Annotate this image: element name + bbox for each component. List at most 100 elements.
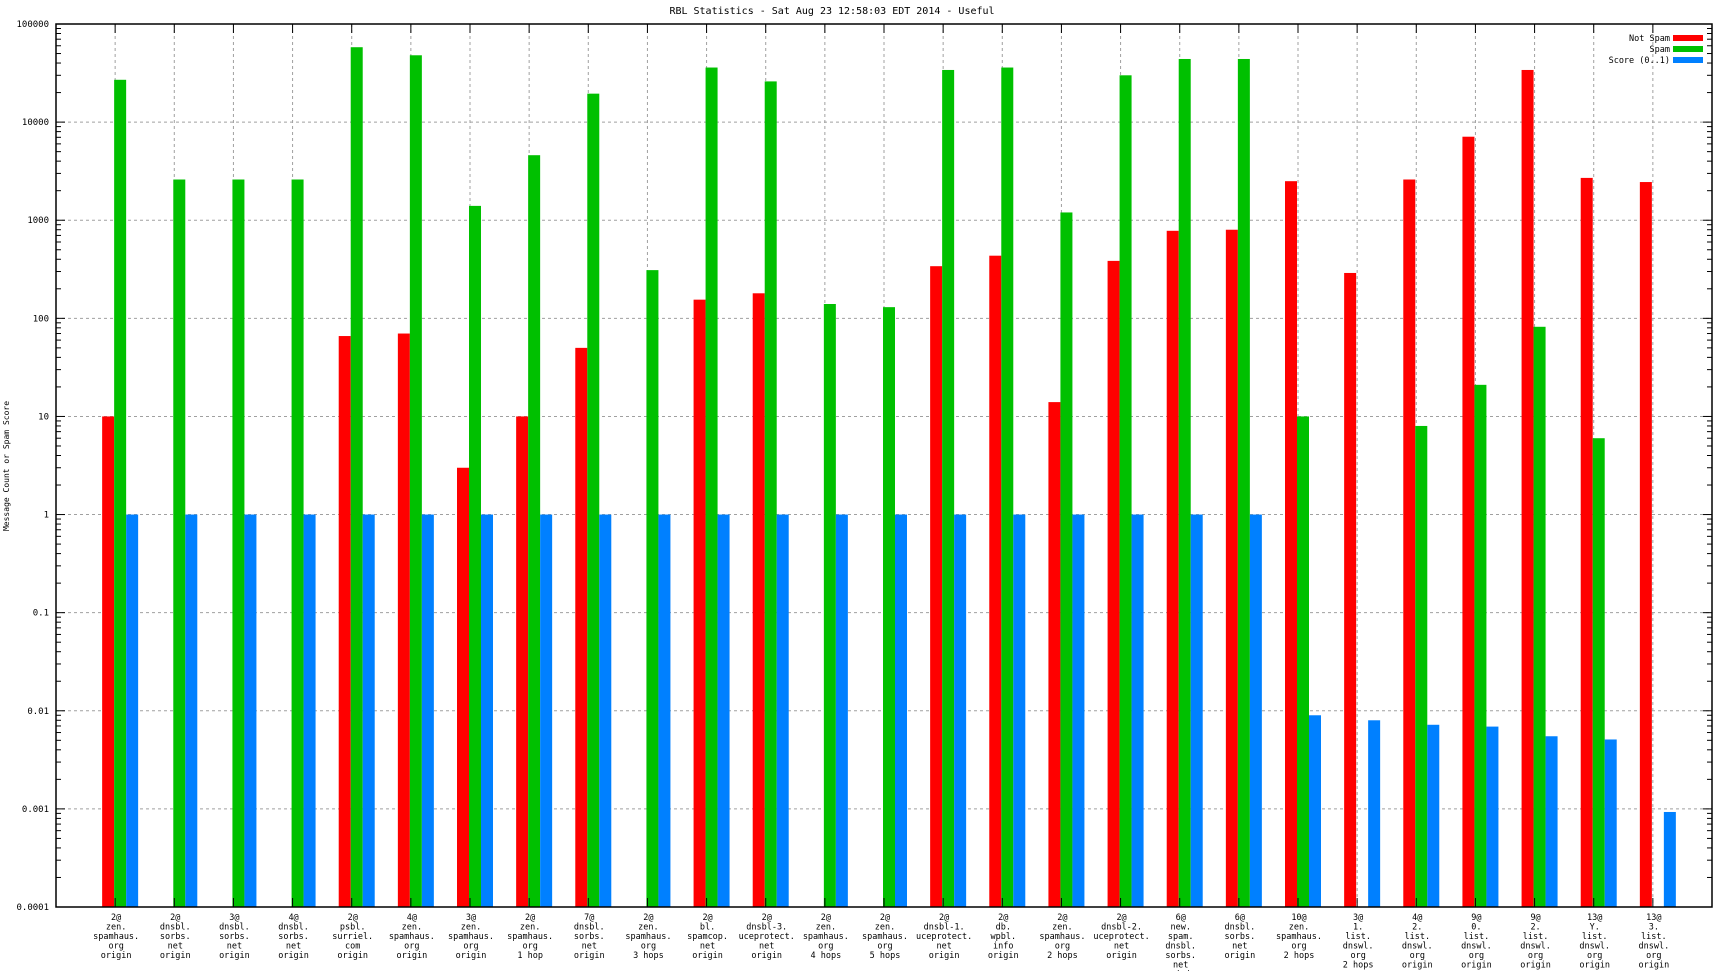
bar-spam-2: [232, 179, 245, 907]
x-tick-label: uceprotect.: [916, 932, 972, 942]
bar-spam-6: [469, 205, 481, 907]
x-tick-label: org: [463, 942, 478, 952]
legend-swatch: [1673, 46, 1703, 52]
y-tick-label: 10000: [22, 118, 49, 128]
y-tick-label: 0.1: [33, 609, 49, 619]
bar-score--19: [1249, 514, 1262, 907]
x-tick-label: 3 hops: [633, 951, 664, 961]
bar-score--26: [1663, 811, 1676, 907]
x-tick-label: spamhaus.: [389, 932, 435, 942]
x-tick-label: origin: [1579, 961, 1610, 971]
x-tick-label: psbl.: [340, 923, 366, 933]
bar-spam-1: [173, 179, 186, 907]
bar-score--7: [540, 514, 553, 907]
y-axis-label: Message Count or Spam Score: [2, 401, 11, 531]
x-tick-label: 2@: [821, 913, 831, 923]
x-tick-label: dnsbl.: [1165, 942, 1196, 952]
x-tick-label: list.: [1464, 932, 1490, 942]
bar-score--17: [1131, 514, 1144, 907]
x-tick-label: sorbs.: [278, 932, 309, 942]
bar-spam-19: [1237, 58, 1250, 907]
x-tick-label: sorbs.: [1224, 932, 1255, 942]
x-tick-label: 3.: [1649, 923, 1659, 933]
x-tick-label: spamhaus.: [803, 932, 849, 942]
x-tick-label: net: [227, 942, 242, 952]
x-tick-label: 2@: [939, 913, 949, 923]
x-tick-label: zen.: [461, 923, 481, 933]
x-tick-label: 13@: [1646, 913, 1661, 923]
x-tick-label: origin: [1520, 961, 1551, 971]
x-tick-label: com: [345, 942, 360, 952]
x-tick-label: 4@: [407, 913, 417, 923]
bar-not-spam-26: [1639, 182, 1652, 907]
x-tick-label: 2@: [702, 913, 712, 923]
x-tick-label: 2@: [111, 913, 121, 923]
bar-spam-20: [1297, 416, 1309, 907]
x-tick-label: dnsbl-1.: [924, 923, 965, 933]
x-tick-label: 6@: [1235, 913, 1245, 923]
x-tick-label: origin: [692, 951, 723, 961]
x-tick-label: dnswl.: [1461, 942, 1492, 952]
x-tick-label: 13@: [1587, 913, 1602, 923]
bar-spam-13: [883, 307, 895, 907]
x-tick-label: list.: [1523, 932, 1549, 942]
bar-spam-14: [942, 69, 955, 908]
x-tick-label: org: [1528, 951, 1543, 961]
x-tick-label: zen.: [520, 923, 540, 933]
y-tick-label: 10: [38, 412, 49, 422]
x-tick-label: 4@: [288, 913, 298, 923]
x-tick-label: net: [1114, 942, 1129, 952]
legend-label: Spam: [1650, 45, 1670, 55]
bar-score--0: [126, 514, 139, 907]
bar-not-spam-20: [1285, 181, 1297, 908]
y-tick-label: 100: [33, 314, 49, 324]
x-tick-label: origin: [1461, 961, 1492, 971]
x-tick-label: dnsbl-2.: [1101, 923, 1142, 933]
bar-score--3: [303, 514, 316, 907]
bar-not-spam-25: [1580, 177, 1593, 908]
x-tick-label: sorbs.: [1165, 951, 1196, 961]
x-tick-label: org: [404, 942, 419, 952]
bar-not-spam-14: [930, 266, 943, 907]
bar-not-spam-16: [1048, 402, 1061, 907]
bar-score--15: [1013, 514, 1026, 907]
x-tick-label: 1 hop: [517, 951, 543, 961]
y-tick-label: 0.001: [22, 805, 49, 815]
x-tick-label: org: [1646, 951, 1661, 961]
x-tick-label: 2@: [880, 913, 890, 923]
x-tick-label: spamhaus.: [507, 932, 553, 942]
x-tick-label: zen.: [1289, 923, 1309, 933]
bar-score--13: [895, 514, 907, 907]
bar-not-spam-23: [1462, 136, 1475, 907]
bar-score--11: [776, 514, 789, 907]
bar-not-spam-18: [1166, 230, 1179, 907]
x-tick-label: dnswl.: [1638, 942, 1669, 952]
bar-not-spam-19: [1225, 229, 1238, 907]
x-tick-label: origin: [337, 951, 368, 961]
bar-score--4: [362, 514, 375, 907]
x-tick-label: sorbs.: [219, 932, 250, 942]
x-tick-label: spamhaus.: [625, 932, 671, 942]
x-tick-label: 9@: [1530, 913, 1540, 923]
bar-score--12: [835, 514, 848, 907]
x-tick-label: origin: [160, 951, 191, 961]
x-tick-label: new.: [1170, 923, 1190, 933]
bar-not-spam-5: [397, 333, 410, 907]
bar-spam-18: [1178, 58, 1191, 907]
y-tick-label: 0.0001: [16, 903, 49, 913]
x-tick-label: dnswl.: [1402, 942, 1433, 952]
x-tick-label: 7@: [584, 913, 594, 923]
x-tick-label: net: [759, 942, 774, 952]
x-tick-label: org: [877, 942, 892, 952]
x-tick-label: dnsbl.: [278, 923, 309, 933]
x-tick-label: net: [1232, 942, 1247, 952]
x-tick-label: origin: [574, 951, 605, 961]
bar-spam-4: [350, 47, 363, 908]
x-tick-label: 10@: [1291, 913, 1306, 923]
x-tick-label: sorbs.: [574, 932, 605, 942]
bar-score--8: [599, 514, 612, 907]
x-tick-label: 2 hops: [1047, 951, 1078, 961]
x-tick-label: net: [582, 942, 597, 952]
bar-spam-15: [1001, 67, 1014, 907]
x-tick-label: surriel.: [332, 932, 373, 942]
